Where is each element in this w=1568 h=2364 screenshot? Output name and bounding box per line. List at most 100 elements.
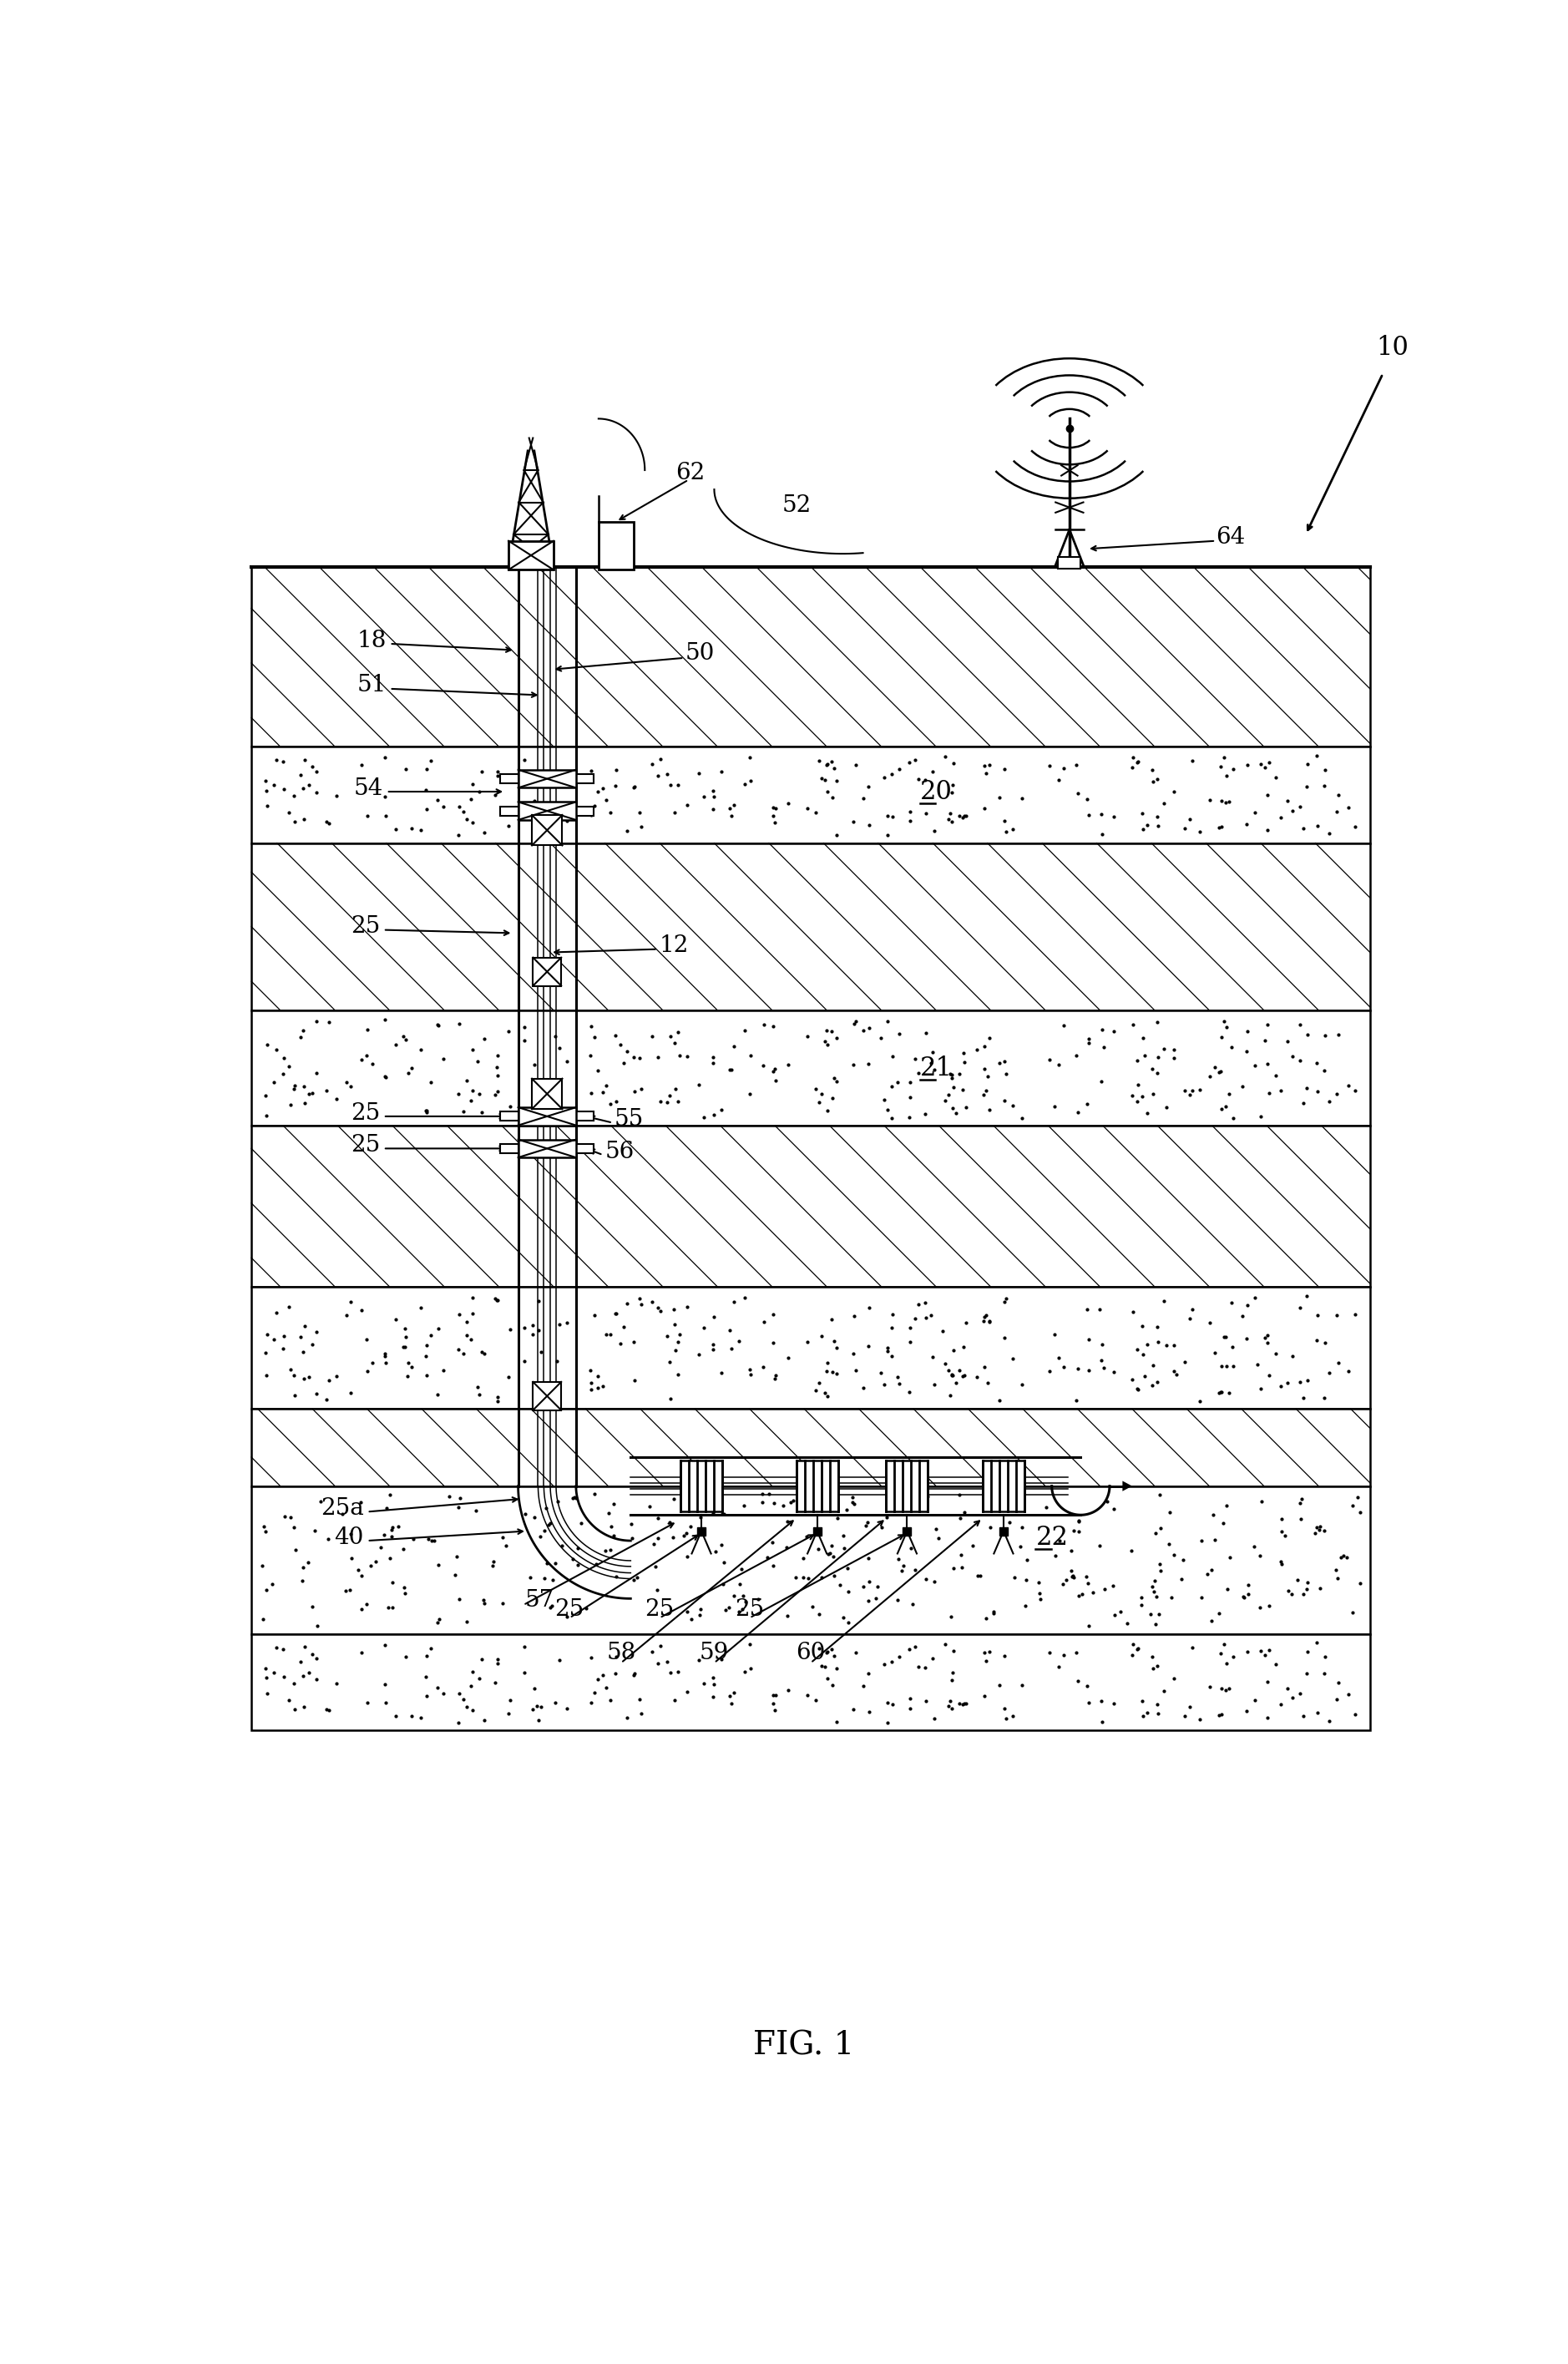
Point (414, 749, 439, 787)
Point (511, 1652, 536, 1690)
Point (718, 1312, 743, 1350)
Point (444, 1537, 469, 1574)
Point (640, 1017, 665, 1054)
Point (815, 1534, 840, 1572)
Point (823, 761, 848, 799)
Point (1305, 1045, 1330, 1083)
Point (662, 1291, 687, 1329)
Point (872, 1080, 897, 1118)
Point (974, 754, 999, 792)
Point (809, 759, 834, 797)
Text: 21: 21 (920, 1054, 952, 1080)
Point (1305, 1073, 1330, 1111)
Point (974, 1600, 999, 1638)
Point (840, 1690, 866, 1728)
Point (1305, 806, 1330, 844)
Point (1290, 1574, 1316, 1612)
Point (390, 1530, 416, 1567)
Point (775, 1501, 800, 1539)
Bar (251, 1634, 1370, 1730)
Point (1131, 794, 1156, 832)
Point (292, 1359, 317, 1397)
Point (1148, 1553, 1173, 1591)
Point (726, 1593, 751, 1631)
Point (252, 1650, 278, 1688)
Point (395, 1357, 420, 1395)
Point (608, 1324, 633, 1362)
Point (922, 1700, 947, 1738)
Point (445, 1076, 470, 1113)
Point (717, 1589, 742, 1626)
Point (426, 1546, 452, 1584)
Point (290, 1657, 315, 1695)
Point (485, 1281, 510, 1319)
Point (354, 797, 379, 834)
Point (897, 1681, 922, 1719)
Point (597, 1532, 622, 1570)
Point (900, 1586, 925, 1624)
Point (795, 790, 820, 827)
Point (304, 1002, 329, 1040)
Point (728, 1565, 753, 1603)
Point (701, 1664, 726, 1702)
Point (350, 747, 375, 785)
Point (583, 1546, 608, 1584)
Point (1093, 1570, 1118, 1608)
Point (718, 1050, 743, 1087)
Point (511, 1310, 536, 1347)
Point (677, 1508, 702, 1546)
Point (350, 1558, 375, 1596)
Point (602, 1295, 627, 1333)
Point (1325, 1076, 1350, 1113)
Point (469, 1333, 494, 1371)
Point (756, 1539, 781, 1577)
Point (701, 1326, 726, 1364)
Point (1196, 1057, 1221, 1095)
Point (795, 1324, 820, 1362)
Point (566, 1530, 591, 1567)
Point (1203, 1520, 1228, 1558)
Point (497, 1310, 522, 1347)
Point (726, 1321, 751, 1359)
Point (314, 1071, 339, 1109)
Point (1051, 1636, 1076, 1674)
Point (939, 804, 964, 842)
Point (1051, 1565, 1076, 1603)
Point (994, 1054, 1019, 1092)
Point (292, 1629, 317, 1667)
Point (1173, 1697, 1198, 1735)
Point (809, 1317, 834, 1355)
Point (1214, 1487, 1239, 1525)
Point (472, 1702, 497, 1740)
Point (528, 1688, 554, 1726)
Point (873, 1499, 898, 1537)
Point (1207, 747, 1232, 785)
Point (820, 778, 845, 816)
Point (517, 1558, 543, 1596)
Point (750, 1475, 775, 1513)
Point (459, 1652, 485, 1690)
Point (604, 1083, 629, 1121)
Point (1160, 1352, 1185, 1390)
Point (585, 1660, 610, 1697)
Point (1218, 1539, 1243, 1577)
Text: 25: 25 (351, 915, 379, 939)
Point (1088, 1527, 1113, 1565)
Point (334, 1295, 359, 1333)
Point (691, 1099, 717, 1137)
Point (1060, 1558, 1085, 1596)
Point (1189, 1579, 1214, 1617)
Point (373, 797, 398, 834)
Point (764, 790, 789, 827)
Point (818, 1631, 844, 1669)
Point (833, 1530, 858, 1567)
Point (1279, 1038, 1305, 1076)
Point (459, 1071, 485, 1109)
Point (746, 1579, 771, 1617)
Point (1195, 1556, 1220, 1593)
Point (398, 1050, 423, 1087)
Point (304, 752, 329, 790)
Point (1245, 1345, 1270, 1383)
Point (814, 773, 839, 811)
Point (1234, 1693, 1259, 1730)
